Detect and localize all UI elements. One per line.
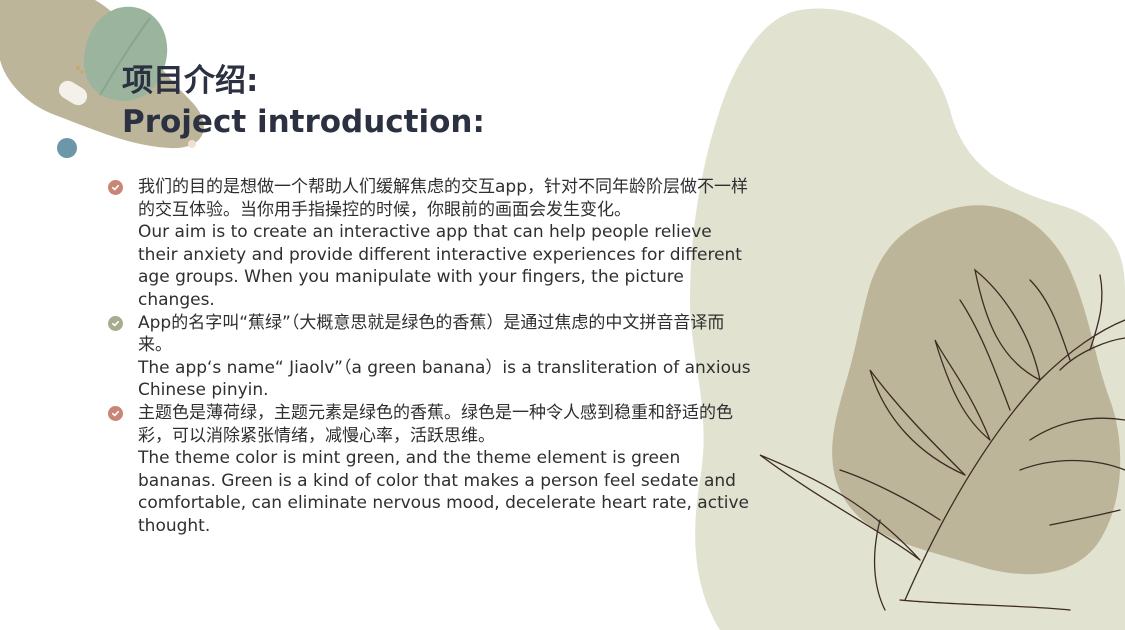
title-english: Project introduction:	[122, 104, 485, 140]
bullet-text-english: The theme color is mint green, and the t…	[138, 448, 749, 536]
plant-line-art	[759, 268, 1125, 611]
page-title: 项目介绍: Project introduction:	[122, 62, 485, 144]
bullet-item: 我们的目的是想做一个帮助人们缓解焦虑的交互app，针对不同年龄阶层做不一样的交互…	[106, 176, 756, 312]
monstera-leaf-icon	[83, 6, 168, 101]
bullet-list: 我们的目的是想做一个帮助人们缓解焦虑的交互app，针对不同年龄阶层做不一样的交互…	[106, 176, 756, 538]
khaki-blob	[832, 205, 1121, 575]
check-circle-icon	[108, 315, 123, 331]
bullet-text-chinese: 我们的目的是想做一个帮助人们缓解焦虑的交互app，针对不同年龄阶层做不一样的交互…	[138, 177, 748, 220]
bullet-text-english: The app‘s name“ Jiaolv”（a green banana）i…	[138, 357, 751, 401]
teal-dot-shape	[57, 138, 77, 158]
check-circle-icon	[108, 405, 123, 421]
bullet-text-english: Our aim is to create an interactive app …	[138, 222, 742, 310]
bullet-item: 主题色是薄荷绿，主题元素是绿色的香蕉。绿色是一种令人感到稳重和舒适的色彩，可以消…	[106, 402, 756, 538]
bullet-text-chinese: App的名字叫“蕉绿”（大概意思就是绿色的香蕉）是通过焦虑的中文拼音音译而来。	[138, 312, 725, 356]
title-chinese: 项目介绍:	[122, 63, 259, 99]
bullet-text-chinese: 主题色是薄荷绿，主题元素是绿色的香蕉。绿色是一种令人感到稳重和舒适的色彩，可以消…	[138, 402, 733, 446]
white-pill-shape	[58, 80, 88, 106]
check-circle-icon	[108, 180, 123, 195]
bullet-item: App的名字叫“蕉绿”（大概意思就是绿色的香蕉）是通过焦虑的中文拼音音译而来。 …	[106, 312, 756, 402]
